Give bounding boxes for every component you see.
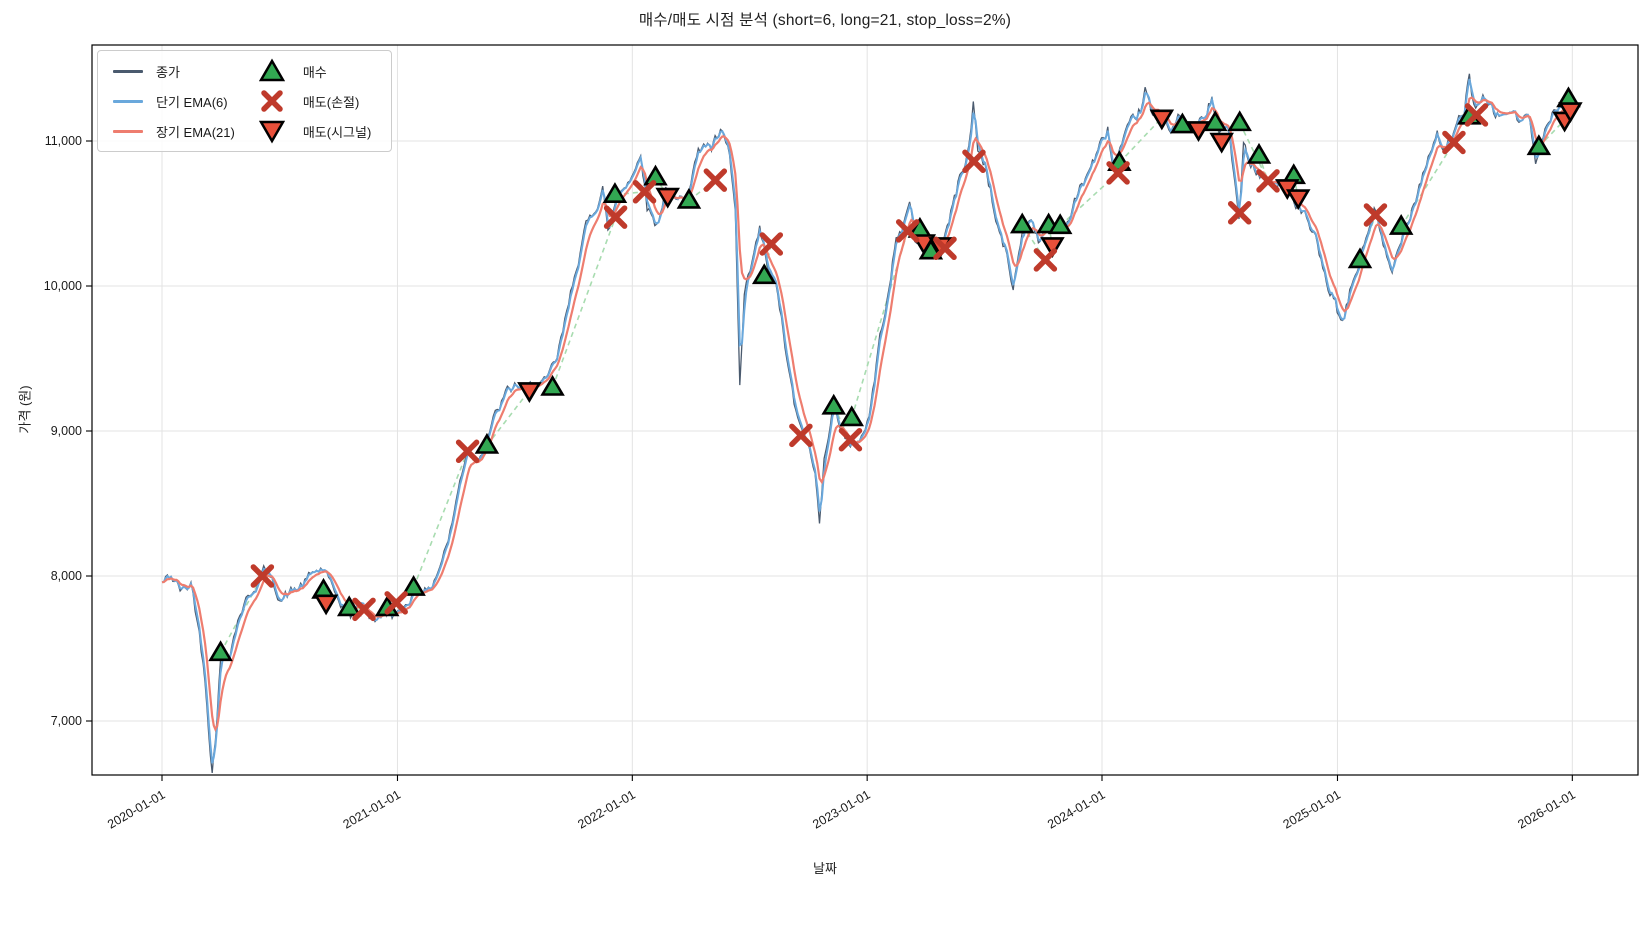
buy-marker-icon	[258, 58, 285, 82]
sell-stop-marker	[632, 180, 657, 204]
svg-text:9,000: 9,000	[51, 424, 82, 438]
legend: 종가 매수 단기 EMA(6) 매도(손절) 장기 EMA(21) 매도(시그널…	[97, 50, 393, 152]
buy-marker	[208, 640, 233, 662]
sell-signal-marker-icon	[258, 120, 285, 144]
y-tick-labels: 7,000 8,000 9,000 10,000 11,000	[44, 134, 82, 728]
sell-stop-marker	[384, 591, 408, 615]
legend-label-close: 종가	[156, 64, 180, 80]
legend-label-sell-signal: 매도(시그널)	[302, 124, 372, 140]
sell-signal-marker	[313, 594, 339, 616]
sell-stop-marker	[1363, 203, 1388, 227]
sell-signal-marker	[1285, 189, 1311, 211]
sell-signal-marker	[1558, 102, 1583, 124]
buy-marker	[540, 374, 565, 396]
sell-stop-marker-icon	[261, 90, 283, 112]
sell-stop-marker	[1256, 169, 1280, 193]
sell-signal-marker	[655, 187, 680, 209]
sell-stop-marker	[250, 564, 275, 588]
signal-markers	[208, 86, 1583, 662]
svg-text:2023-01-01: 2023-01-01	[810, 787, 872, 831]
svg-text:2020-01-01: 2020-01-01	[105, 787, 167, 831]
buy-marker	[474, 432, 500, 454]
buy-marker	[1388, 213, 1414, 235]
sell-signal-marker	[1186, 121, 1211, 142]
svg-text:2021-01-01: 2021-01-01	[341, 787, 403, 831]
svg-text:2022-01-01: 2022-01-01	[575, 787, 637, 831]
plot-border	[91, 44, 1639, 776]
sell-stop-marker	[933, 236, 957, 261]
sell-stop-marker	[1227, 201, 1252, 225]
close-line-swatch	[113, 69, 143, 73]
svg-text:8,000: 8,000	[51, 569, 82, 583]
svg-text:2025-01-01: 2025-01-01	[1281, 787, 1343, 831]
sell-stop-marker	[895, 219, 920, 243]
svg-text:11,000: 11,000	[45, 134, 82, 148]
legend-label-sell-stop: 매도(손절)	[302, 94, 360, 110]
legend-label-long-ema: 장기 EMA(21)	[156, 124, 235, 140]
sell-stop-marker	[1106, 161, 1130, 185]
buy-marker	[1170, 112, 1195, 134]
sell-stop-marker	[1464, 103, 1489, 127]
sell-stop-marker	[1033, 248, 1058, 272]
sell-stop-marker	[759, 232, 784, 256]
legend-label-buy: 매수	[302, 64, 327, 80]
buy-marker	[1246, 142, 1272, 164]
short-ema-line-swatch	[113, 99, 143, 103]
buy-marker	[839, 405, 864, 427]
sell-signal-marker	[1275, 179, 1300, 200]
ticks	[86, 140, 1573, 781]
x-axis-label: 날짜	[813, 861, 837, 876]
buy-marker	[336, 595, 362, 617]
sell-stop-marker	[962, 149, 986, 174]
buy-marker	[1347, 247, 1373, 269]
trade-lines	[219, 98, 1572, 654]
svg-text:2024-01-01: 2024-01-01	[1045, 787, 1107, 831]
svg-text:10,000: 10,000	[44, 279, 82, 293]
long-ema-line-swatch	[113, 129, 143, 133]
sell-stop-marker	[703, 168, 728, 192]
buy-marker	[751, 263, 777, 285]
sell-stop-marker	[603, 205, 628, 229]
sell-stop-marker	[789, 423, 813, 448]
buy-marker	[401, 575, 426, 596]
legend-label-short-ema: 단기 EMA(6)	[156, 94, 228, 110]
svg-text:2026-01-01: 2026-01-01	[1515, 787, 1577, 831]
sell-stop-marker	[352, 597, 376, 622]
sell-stop-marker	[838, 427, 863, 452]
sell-signal-marker	[1040, 237, 1065, 258]
sell-stop-marker	[455, 439, 480, 464]
sell-signal-marker	[1149, 109, 1175, 131]
sell-signal-marker	[517, 382, 542, 403]
buy-marker	[1047, 213, 1073, 235]
gridlines	[92, 45, 1638, 775]
sell-signal-marker	[1209, 132, 1234, 154]
buy-marker	[602, 182, 628, 203]
buy-marker	[1526, 134, 1552, 156]
x-tick-labels: 2020-01-01 2021-01-01 2022-01-01 2023-01-01…	[105, 787, 1578, 831]
buy-marker	[1227, 110, 1252, 132]
buy-marker	[821, 393, 846, 415]
buy-marker	[676, 187, 702, 209]
chart-title: 매수/매도 시점 분석 (short=6, long=21, stop_loss…	[638, 12, 1012, 29]
svg-text:7,000: 7,000	[51, 714, 82, 728]
y-axis-label: 가격 (원)	[17, 385, 33, 434]
sell-stop-marker	[1442, 130, 1466, 155]
buy-marker	[1009, 212, 1035, 234]
